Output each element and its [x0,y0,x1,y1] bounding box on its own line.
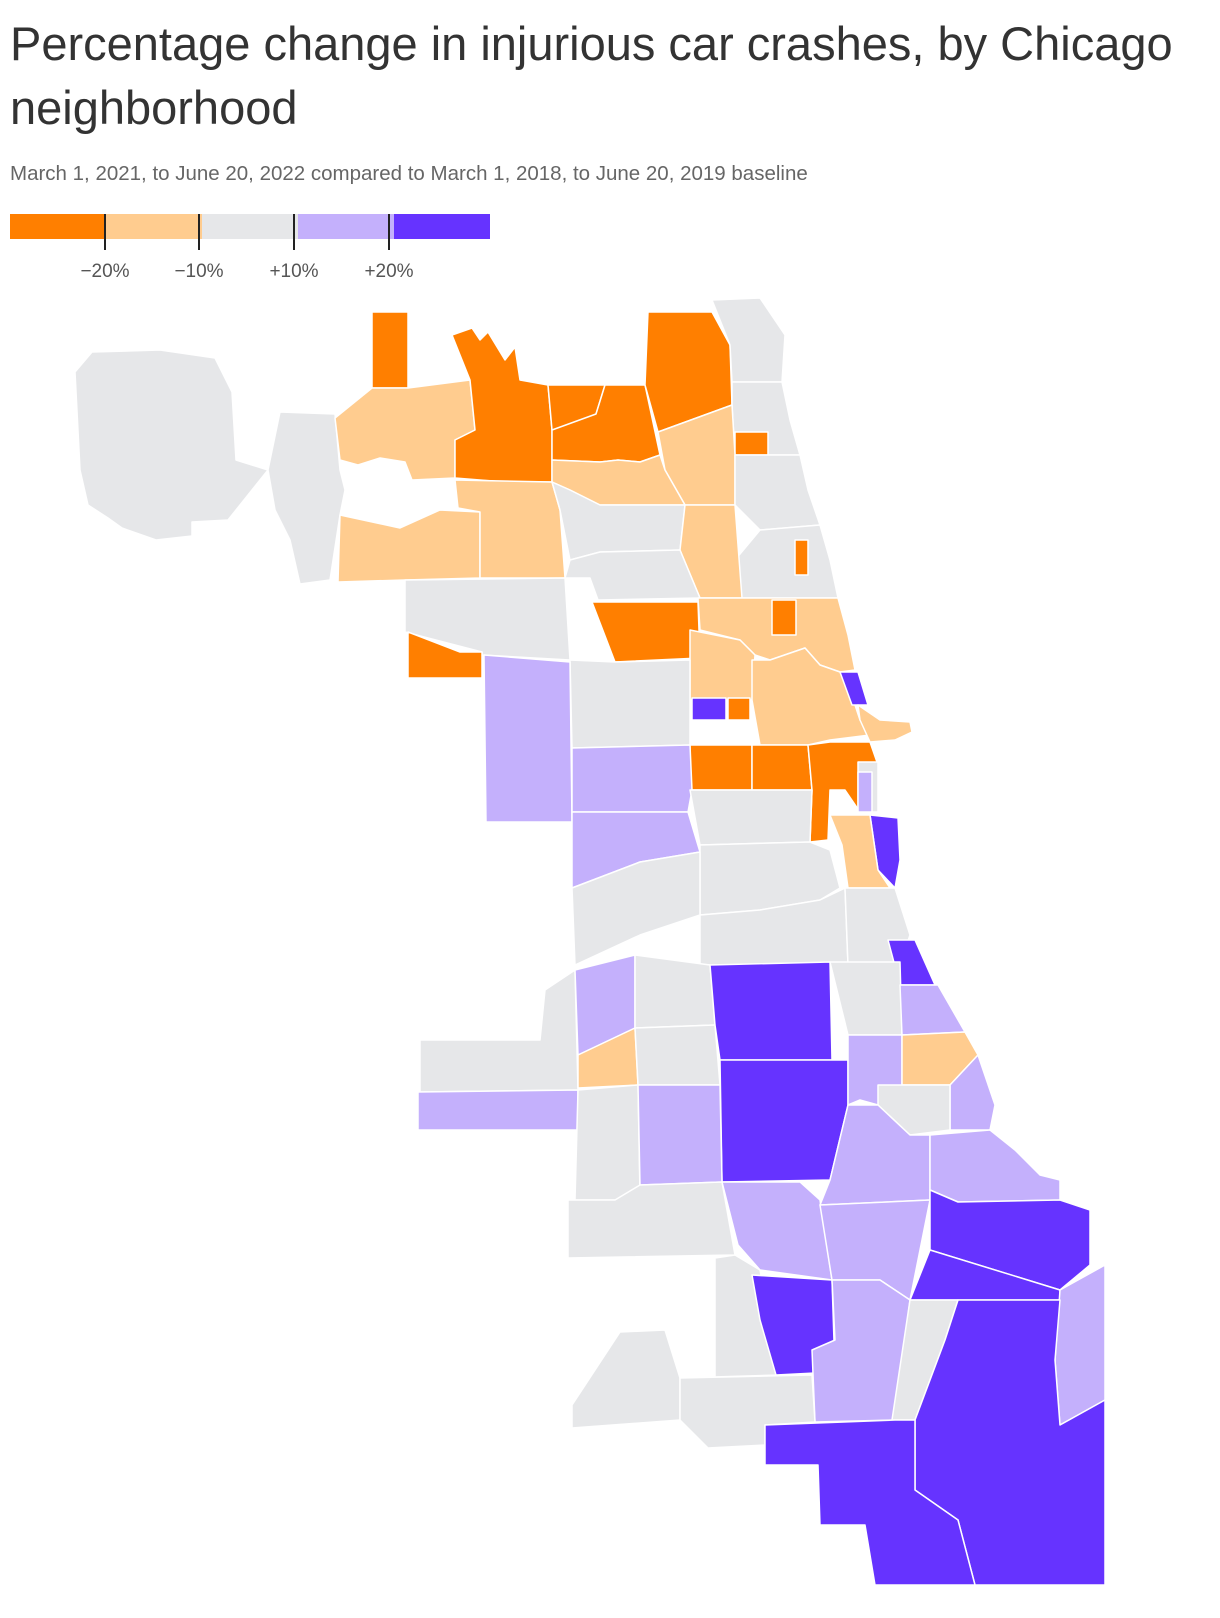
neighborhood-region [734,431,769,456]
neighborhood-region [571,1329,681,1429]
legend-swatch-little-change [202,214,298,239]
chart-title: Percentage change in injurious car crash… [10,17,1173,134]
legend-swatch-big-decrease [10,214,106,239]
legend-swatch-decrease [106,214,202,239]
neighborhood-region [709,961,833,1061]
neighborhood-region [877,1084,951,1136]
neighborhood-region [764,1419,976,1586]
legend-tick [388,214,390,250]
neighborhood-region [334,379,476,481]
neighborhood-region [571,744,693,813]
neighborhood-region [267,411,346,585]
neighborhood-region [371,311,409,389]
neighborhood-region [419,969,579,1093]
neighborhood-region [689,789,813,846]
neighborhood-region [591,601,701,663]
neighborhood-region [899,984,966,1036]
neighborhood-region [829,961,903,1036]
legend-swatch-increase [298,214,394,239]
neighborhood-region [74,349,269,541]
chart-subtitle: March 1, 2021, to June 20, 2022 compared… [10,162,808,185]
neighborhood-region [689,744,753,791]
neighborhood-region [1054,1264,1106,1426]
neighborhood-region [857,704,913,743]
neighborhood-region [569,659,691,749]
neighborhood-region [751,744,813,791]
neighborhood-region [839,671,869,706]
neighborhood-region [734,524,839,599]
neighborhood-region [929,1129,1061,1203]
legend-swatch-big-increase [394,214,490,239]
legend-tick-label: +10% [269,261,319,282]
neighborhood-region [734,454,821,531]
neighborhood-region [719,1059,849,1183]
neighborhood-region [574,1084,641,1201]
neighborhood-region [794,539,809,576]
neighborhood-region [637,1084,723,1186]
legend-tick [104,214,106,250]
color-legend: −20% −10% +10% +20% [10,214,490,294]
neighborhood-region [564,549,701,601]
neighborhood-region [417,1089,579,1131]
neighborhood-region [727,697,751,721]
legend-tick [293,214,295,250]
legend-tick [198,214,200,250]
neighborhood-region [337,509,481,583]
neighborhood-region [691,697,727,721]
neighborhood-region [857,771,873,813]
legend-tick-label: −20% [80,261,130,282]
neighborhood-region [634,954,716,1029]
neighborhood-region [634,1024,721,1086]
neighborhood-region [483,654,573,823]
neighborhood-region [914,1299,1106,1586]
legend-swatches [10,214,490,239]
chicago-neighborhood-map [74,297,1106,1586]
legend-tick-label: +20% [364,261,414,282]
neighborhood-region [407,631,483,679]
legend-tick-label: −10% [174,261,224,282]
neighborhood-region [771,599,797,636]
